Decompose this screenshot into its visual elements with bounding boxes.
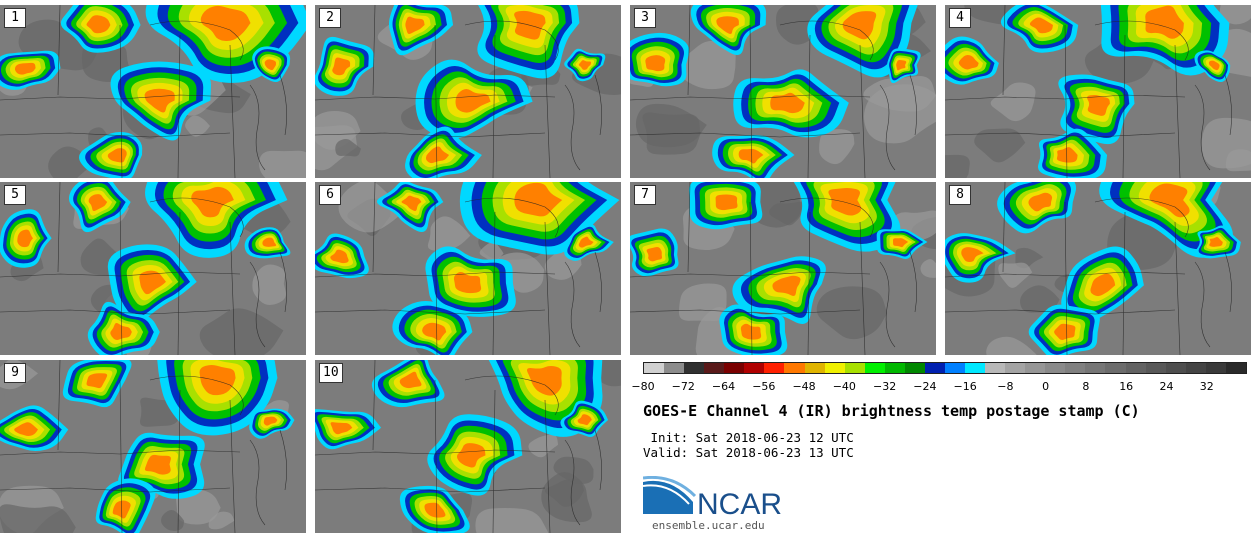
colorbar-tick-label: 8: [1082, 380, 1090, 393]
colorbar-segment: [884, 363, 905, 373]
colorbar-tick-label: 32: [1199, 380, 1214, 393]
ncar-logo: NCAR: [643, 476, 782, 520]
colorbar-segment: [1085, 363, 1106, 373]
colorbar-tick-labels: −80 −72 −64 −56 −48 −40 −32 −24 −16 −8 0 8 16 24 32: [631, 380, 1247, 394]
panel-number-label: 9: [4, 363, 26, 383]
colorbar-segment: [1005, 363, 1026, 373]
colorbar-segment: [664, 363, 685, 373]
colorbar-segment: [684, 363, 705, 373]
colorbar-tick-label: −80: [631, 380, 655, 393]
colorbar-tick-label: −72: [671, 380, 695, 393]
panel-number-label: 2: [319, 8, 341, 28]
colorbar-segment: [724, 363, 745, 373]
panel-number-label: 1: [4, 8, 26, 28]
colorbar-segment: [1065, 363, 1086, 373]
init-time: Init: Sat 2018-06-23 12 UTC: [643, 430, 854, 445]
postage-stamp-panel: 7: [630, 182, 936, 355]
postage-stamp-panel: 8: [945, 182, 1251, 355]
colorbar-segment: [1185, 363, 1206, 373]
colorbar-tick-label: 0: [1042, 380, 1050, 393]
colorbar-segment: [924, 363, 945, 373]
colorbar-segment: [1225, 363, 1246, 373]
colorbar-segment: [864, 363, 885, 373]
colorbar-segment: [784, 363, 805, 373]
colorbar-segment: [1205, 363, 1226, 373]
valid-time: Valid: Sat 2018-06-23 13 UTC: [643, 445, 854, 460]
colorbar-segment: [644, 363, 665, 373]
colorbar-tick-label: −64: [711, 380, 736, 393]
panel-number-label: 7: [634, 185, 656, 205]
colorbar-tick-label: −24: [913, 380, 937, 393]
colorbar-tick-label: −56: [752, 380, 776, 393]
colorbar: [643, 362, 1247, 374]
panel-number-label: 5: [4, 185, 26, 205]
postage-stamp-panel: 3: [630, 5, 936, 178]
panel-number-label: 3: [634, 8, 656, 28]
colorbar-segment: [844, 363, 865, 373]
logo-text: NCAR: [697, 488, 782, 520]
panel-number-label: 4: [949, 8, 971, 28]
colorbar-segment: [1025, 363, 1046, 373]
colorbar-tick-label: 24: [1159, 380, 1174, 393]
postage-stamp-panel: 5: [0, 182, 306, 355]
colorbar-segment: [1105, 363, 1126, 373]
panel-number-label: 6: [319, 185, 341, 205]
colorbar-tick-label: −48: [792, 380, 816, 393]
site-url: ensemble.ucar.edu: [652, 519, 765, 532]
postage-stamp-panel: 4: [945, 5, 1251, 178]
colorbar-segment: [804, 363, 825, 373]
colorbar-tick-label: −40: [832, 380, 856, 393]
colorbar-segment: [985, 363, 1006, 373]
colorbar-segment: [1145, 363, 1166, 373]
postage-stamp-panel: 9: [0, 360, 306, 533]
colorbar-segment: [1165, 363, 1186, 373]
colorbar-tick-label: 16: [1119, 380, 1134, 393]
colorbar-segment: [764, 363, 785, 373]
colorbar-segment: [965, 363, 986, 373]
colorbar-segment: [744, 363, 765, 373]
colorbar-segment: [704, 363, 725, 373]
postage-stamp-panel: 10: [315, 360, 621, 533]
colorbar-segment: [1045, 363, 1066, 373]
colorbar-segment: [904, 363, 925, 373]
panel-number-label: 8: [949, 185, 971, 205]
colorbar-tick-label: −32: [872, 380, 897, 393]
colorbar-segment: [944, 363, 965, 373]
colorbar-segment: [824, 363, 845, 373]
postage-stamp-panel: 6: [315, 182, 621, 355]
colorbar-segment: [1125, 363, 1146, 373]
panel-number-label: 10: [319, 363, 343, 383]
colorbar-tick-label: −16: [953, 380, 977, 393]
figure-title: GOES-E Channel 4 (IR) brightness temp po…: [643, 402, 1140, 420]
colorbar-tick-label: −8: [997, 380, 1014, 393]
postage-stamp-panel: 2: [315, 5, 621, 178]
postage-stamp-panel: 1: [0, 5, 306, 178]
